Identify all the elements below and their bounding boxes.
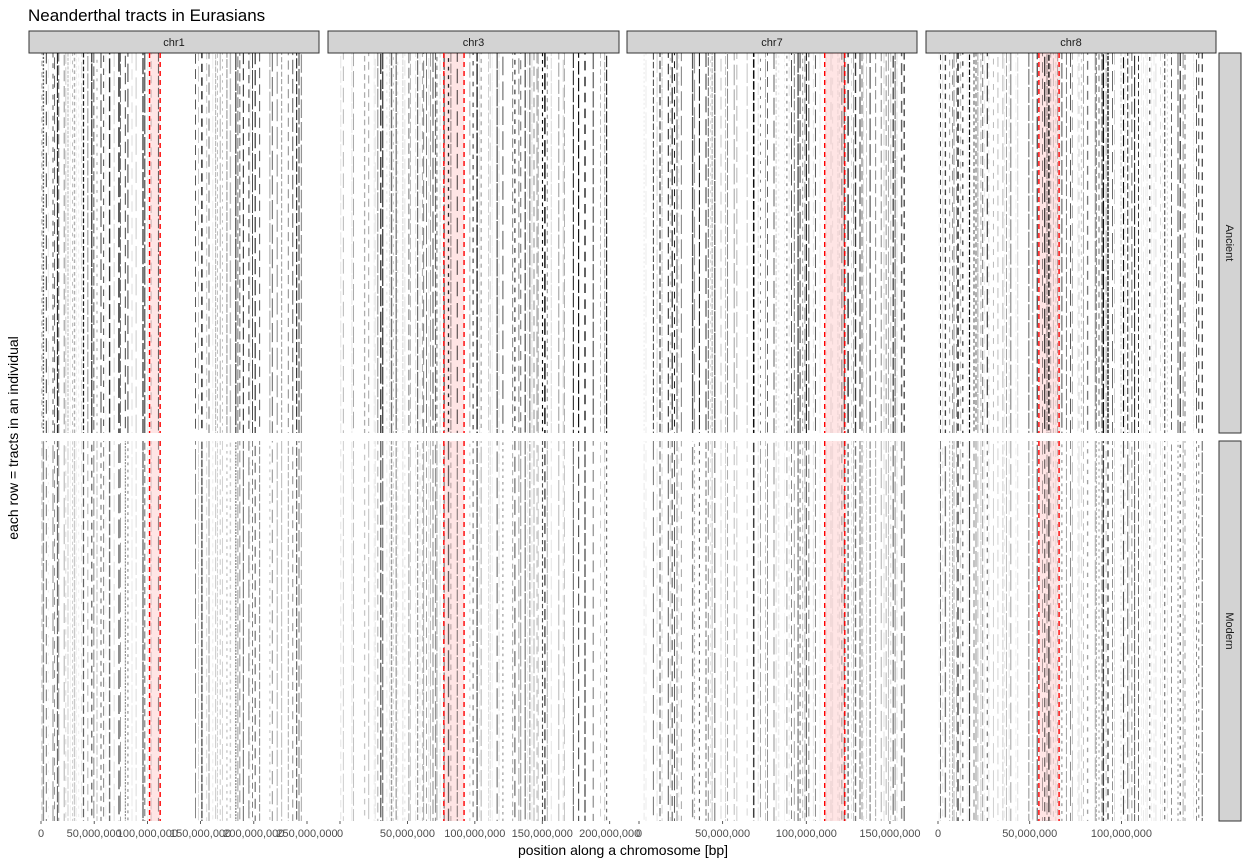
x-tick-label: 200,000,000 <box>579 828 640 840</box>
highlight-region <box>443 441 465 821</box>
x-tick-label: 100,000,000 <box>1091 828 1152 840</box>
x-axis-chr3: 0 50,000,000 100,000,000 150,000,000 200,000… <box>337 821 640 840</box>
tract-texture <box>938 53 1203 433</box>
panel-chr3-ancient <box>340 53 608 433</box>
panel-chr3-modern <box>340 441 608 821</box>
panel-chr3: chr3 0 50,000,000 100,000,000 150,000,000 200… <box>327 30 640 840</box>
plot-title: Neanderthal tracts in Eurasians <box>28 6 265 25</box>
x-tick-label: 50,000,000 <box>1002 828 1057 840</box>
strip-label-chr7: chr7 <box>761 37 782 49</box>
x-tick-label: 100,000,000 <box>776 828 837 840</box>
highlight-region <box>149 441 161 821</box>
panel-chr8-modern <box>938 441 1203 821</box>
strip-label-ancient: Ancient <box>1223 225 1235 262</box>
strip-label-chr1: chr1 <box>163 37 184 49</box>
y-axis-title: each row = tracts in an individual <box>5 336 21 540</box>
x-axis-title: position along a chromosome [bp] <box>518 842 728 858</box>
highlight-region <box>824 441 845 821</box>
x-tick-label: 50,000,000 <box>695 828 750 840</box>
tract-texture <box>41 53 303 433</box>
x-axis-chr1: 0 50,000,000100,000,000150,000,000200,000… <box>38 821 338 840</box>
x-tick-label: 150,000,000 <box>859 828 920 840</box>
x-tick-label: 250,000,000 <box>276 828 337 840</box>
panel-chr1-modern <box>41 441 303 821</box>
x-tick-label: 50,000,000 <box>67 828 122 840</box>
panel-chr1-ancient <box>41 53 303 433</box>
tract-texture <box>340 53 608 433</box>
tract-texture <box>938 441 1203 821</box>
x-axis-chr8: 0 50,000,000 100,000,000 <box>935 821 1152 840</box>
strip-label-chr3: chr3 <box>463 37 484 49</box>
panel-chr8-ancient <box>938 53 1203 433</box>
panel-chr8: chr8 0 50,000,000 100,000,000 <box>925 30 1217 840</box>
x-tick-label: 100,000,000 <box>117 828 178 840</box>
tract-texture <box>643 53 905 433</box>
x-tick-label: 100,000,000 <box>444 828 505 840</box>
x-tick-label: 50,000,000 <box>380 828 435 840</box>
x-tick-label: 0 <box>636 828 642 840</box>
strip-chr8 <box>925 30 1217 54</box>
panel-chr7-ancient <box>643 53 905 433</box>
row-facet-strips: Ancient Modern <box>1218 52 1242 822</box>
x-tick-label: 0 <box>38 828 44 840</box>
panel-chr7-modern <box>643 441 905 821</box>
strip-chr1 <box>28 30 320 54</box>
x-tick-label: 150,000,000 <box>170 828 231 840</box>
x-tick-label: 150,000,000 <box>512 828 573 840</box>
panel-chr7: chr7 0 50,000,000 100,000,000 150,000,000 <box>626 30 921 840</box>
strip-label-modern: Modern <box>1223 612 1235 649</box>
x-tick-label: 0 <box>935 828 941 840</box>
strip-modern <box>1218 440 1242 822</box>
x-axis-chr7: 0 50,000,000 100,000,000 150,000,000 <box>636 821 921 840</box>
strip-ancient <box>1218 52 1242 434</box>
panel-chr1: chr1 0 50,000,000100,000,000150,000,000200… <box>28 30 338 840</box>
highlight-region <box>149 53 161 433</box>
highlight-region <box>824 53 845 433</box>
tract-texture <box>41 441 303 821</box>
tract-texture <box>643 441 905 821</box>
x-tick-label: 200,000,000 <box>223 828 284 840</box>
tract-texture <box>340 441 608 821</box>
strip-label-chr8: chr8 <box>1060 37 1081 49</box>
highlight-region <box>443 53 465 433</box>
strip-chr7 <box>626 30 918 54</box>
x-tick-label: 0 <box>337 828 343 840</box>
